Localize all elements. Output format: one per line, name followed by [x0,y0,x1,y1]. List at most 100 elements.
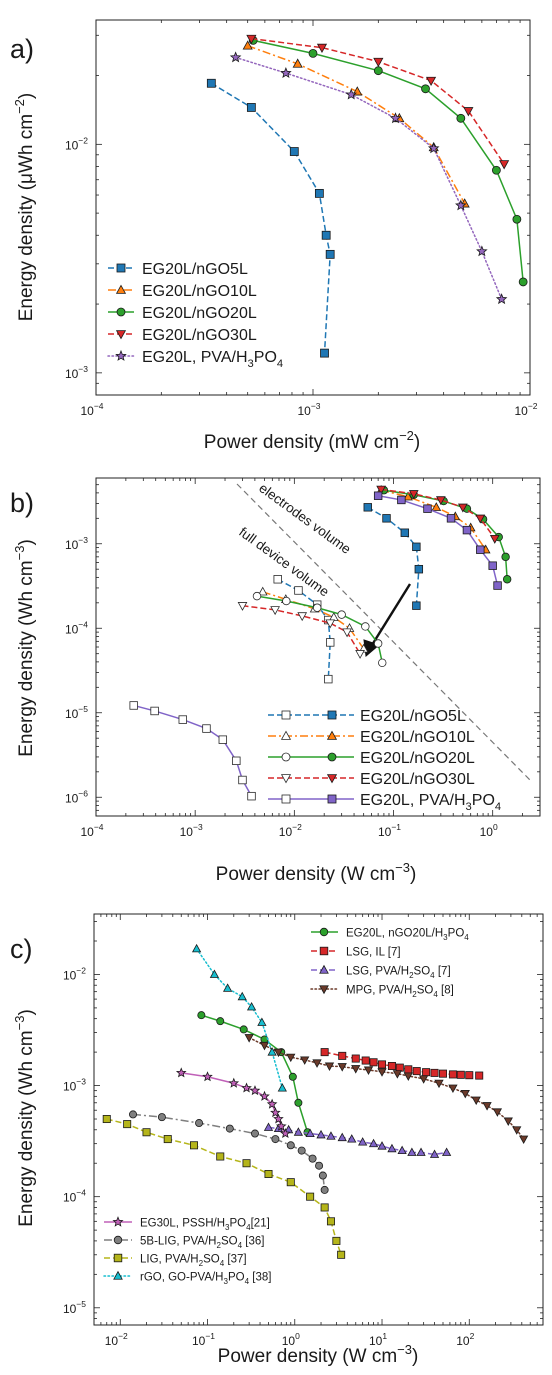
data-point [273,1113,284,1124]
text-part: PO [254,349,277,366]
data-point-open [270,606,280,616]
y-tick-label: 10−2 [63,965,86,982]
data-point-filled [397,495,406,505]
legend-marker-open [281,752,291,762]
plot-frame [93,913,544,1326]
tick-exponent: −2 [292,822,302,832]
legend-label: EG30L, PSSH/H3PO4[21] [140,1218,270,1232]
data-point [300,1056,310,1065]
x-tick-label: 10−1 [378,822,401,839]
panel-label: a) [10,34,34,64]
x-tick-label: 10−4 [80,822,103,839]
text-part: 5B-LIG, PVA/H [140,1236,216,1248]
tick-base: 10 [80,825,94,839]
data-point [237,991,247,1001]
data-point [403,1072,413,1081]
data-point [123,1120,132,1129]
y-tick-label: 10−4 [63,1188,86,1205]
legend-marker [116,307,126,317]
data-point [434,1079,444,1089]
text-part: MPG, PVA/H [346,985,412,997]
tick-exponent: −4 [94,401,104,411]
series-line [253,39,524,282]
text-part: [7] [435,966,451,978]
data-point [270,1107,281,1118]
legend-bottom: EG30L, PSSH/H3PO4[21]5B-LIG, PVA/H2SO4 [… [103,1216,271,1286]
data-point [427,142,440,154]
x-tick-label: 10−3 [297,401,320,418]
data-point [456,113,466,123]
tick-base: 10 [514,404,528,418]
legend-marker [113,1270,123,1280]
data-point-open [247,791,256,801]
text-part: EG20L/nGO10L [142,283,257,300]
data-point-open [129,701,138,710]
tick-exponent: −2 [528,401,538,411]
y-tick-label: 10−4 [65,619,88,636]
tick-base: 10 [456,1334,470,1348]
subscript: 4 [495,801,501,813]
data-point-filled [488,561,497,570]
data-point [326,1131,336,1140]
data-point-open [324,674,333,684]
data-point-open [257,586,268,596]
data-point [460,1089,470,1099]
data-point [441,1147,452,1156]
text-part: EG20L/nGO10L [360,729,475,746]
tick-base: 10 [105,1334,119,1348]
y-tick-label: 10−6 [65,788,88,805]
data-point [455,199,467,211]
x-axis-label: Power density (mW cm−2) [204,428,420,453]
series [102,1115,346,1259]
legend-label: rGO, GO-PVA/H3PO4 [38] [140,1272,271,1286]
data-point-open [342,628,352,638]
text-part: SO [221,1236,238,1248]
series [129,1110,329,1194]
text-part: ) [16,93,37,99]
data-point [289,147,299,156]
y-tick-label: 10−2 [65,135,88,152]
panel-b: 10−4 10−3 10−2 10−1 10010−610−510−410−3Power… [10,477,541,885]
text-part: [8] [438,985,454,997]
data-point [320,348,329,358]
series [197,1011,312,1137]
subscript: 3 [224,1277,229,1286]
superscript: −3 [12,1016,27,1031]
series-line [251,37,505,165]
tick-base: 10 [65,538,79,552]
subscript: 4 [245,1277,250,1286]
data-point [361,1056,370,1065]
data-point [241,1082,252,1093]
tick-exponent: −3 [78,535,88,545]
tick-base: 10 [369,1334,383,1348]
data-point [495,293,508,305]
data-point-open [294,586,303,595]
series-line [201,1014,309,1133]
tick-base: 10 [480,825,494,839]
series [273,503,424,684]
data-point [512,214,522,224]
tick-exponent: −3 [311,401,321,411]
data-point [216,1152,225,1161]
data-point [273,1048,284,1058]
data-point [293,1127,304,1136]
subscript: 4 [238,1241,243,1250]
text-part: rGO, GO-PVA/H [140,1272,224,1284]
series [206,78,335,358]
tick-base: 10 [65,138,79,152]
subscript: 3 [248,358,254,370]
data-point [492,1108,503,1117]
tick-exponent: −2 [76,965,86,975]
x-tick-label: 10−2 [105,1331,128,1348]
data-point-filled [373,491,383,500]
data-point [294,1098,303,1107]
y-tick-label: 10−3 [65,364,88,381]
text-part: PO [472,792,495,809]
data-point [369,1058,378,1067]
legend-label: EG20L/nGO5L [360,708,466,725]
legend-label: EG20L, nGO20L/H3PO4 [346,928,469,942]
text-part: EG20L/nGO5L [142,261,248,278]
data-point [518,277,528,287]
